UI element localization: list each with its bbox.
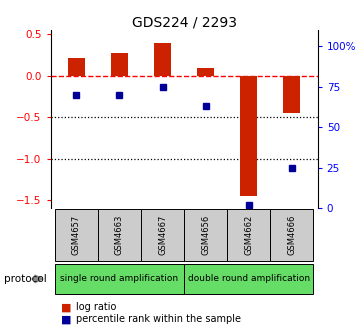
Bar [68, 57, 85, 76]
Text: double round amplification: double round amplification [188, 275, 310, 283]
Text: GSM4663: GSM4663 [115, 215, 124, 255]
FancyBboxPatch shape [55, 209, 98, 261]
Bar [154, 43, 171, 76]
FancyBboxPatch shape [184, 209, 227, 261]
Title: GDS224 / 2293: GDS224 / 2293 [132, 15, 236, 29]
Text: GSM4662: GSM4662 [244, 215, 253, 255]
FancyBboxPatch shape [227, 209, 270, 261]
Text: GSM4666: GSM4666 [287, 215, 296, 255]
Bar [240, 76, 257, 196]
FancyBboxPatch shape [141, 209, 184, 261]
Text: ■: ■ [61, 302, 72, 312]
FancyBboxPatch shape [270, 209, 313, 261]
FancyBboxPatch shape [55, 264, 184, 294]
FancyBboxPatch shape [184, 264, 313, 294]
Text: protocol: protocol [4, 274, 46, 284]
Text: GSM4657: GSM4657 [72, 215, 81, 255]
Text: single round amplification: single round amplification [60, 275, 179, 283]
Text: ■: ■ [61, 314, 72, 324]
Text: GSM4656: GSM4656 [201, 215, 210, 255]
Bar [111, 53, 128, 76]
Bar [197, 68, 214, 76]
Text: log ratio: log ratio [76, 302, 116, 312]
Text: GSM4667: GSM4667 [158, 215, 167, 255]
Bar [283, 76, 300, 113]
Text: percentile rank within the sample: percentile rank within the sample [76, 314, 241, 324]
FancyBboxPatch shape [98, 209, 141, 261]
